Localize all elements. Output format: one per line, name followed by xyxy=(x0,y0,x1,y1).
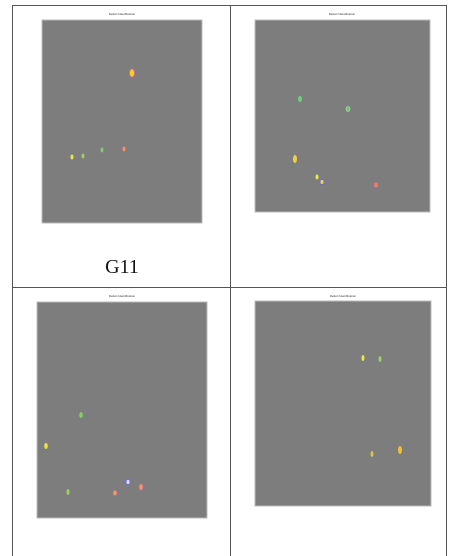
panel-title: Defect Identification xyxy=(329,12,356,16)
figure: Defect Identification G11 Defect Identif… xyxy=(0,0,449,556)
panel-image xyxy=(42,20,202,223)
panel-title: Defect Identification xyxy=(109,294,136,298)
panel-title: Defect Identification xyxy=(109,12,136,16)
panel-image xyxy=(37,302,207,518)
panel-image xyxy=(255,301,431,506)
caption: G11 xyxy=(105,256,139,278)
panel-title: Defect Identification xyxy=(330,294,357,298)
page: {"panels": [ {"title": "Defect Identific… xyxy=(0,0,449,556)
panel-image xyxy=(255,20,430,212)
